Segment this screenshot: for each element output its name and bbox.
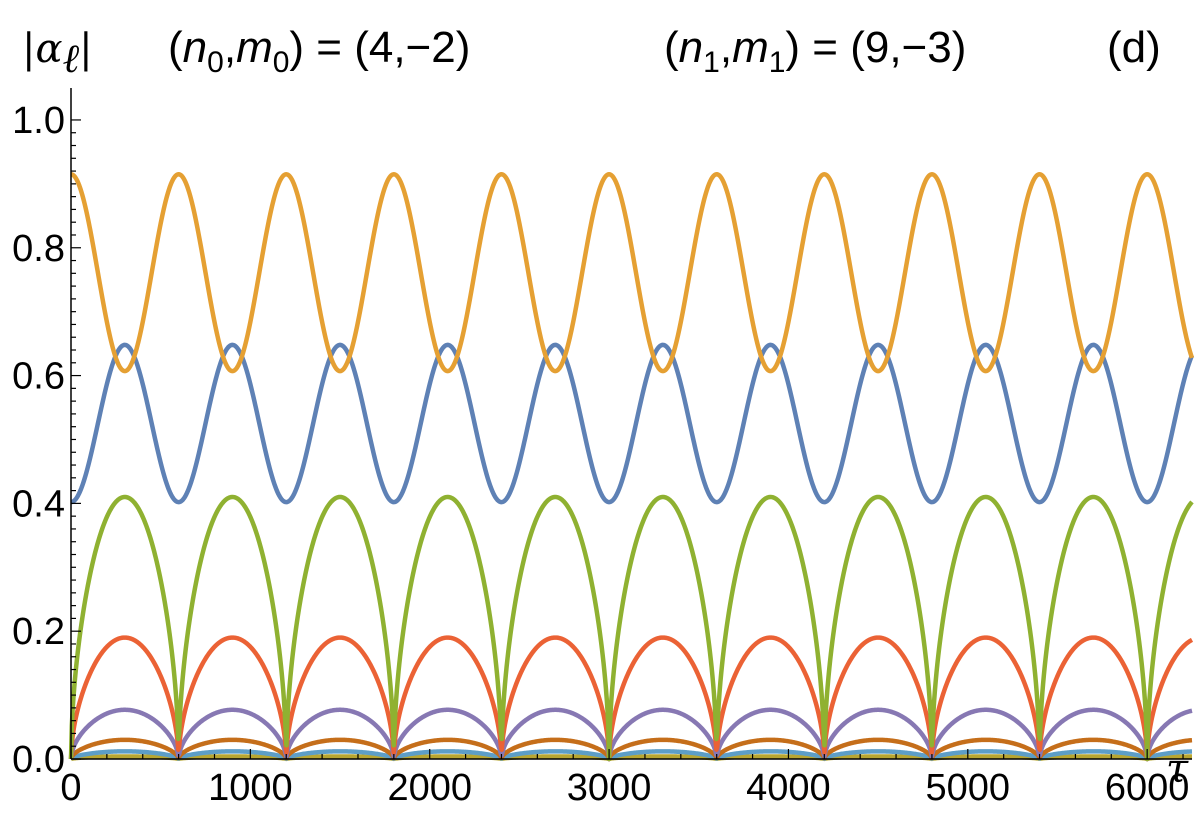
ylabel-text: |αℓ|	[22, 26, 93, 82]
n0-open: (	[168, 23, 183, 72]
y-tick-label: 0.0	[12, 739, 65, 781]
panel-label: (d)	[1107, 23, 1161, 72]
x-tick-label: 5000	[926, 767, 1011, 809]
ylabel-end: |	[79, 26, 92, 72]
x-tick-label: 1000	[208, 767, 293, 809]
series-layer	[68, 172, 1195, 762]
n0-rest: ) = (4,−2)	[289, 23, 470, 72]
n1-open: (	[664, 23, 679, 72]
series-line-5	[68, 707, 1194, 762]
x-tick-label: 2000	[387, 767, 472, 809]
series-line-2	[69, 342, 1195, 505]
n1-msub: 1	[769, 46, 786, 79]
y-tick-label: 1.0	[12, 100, 65, 142]
y-tick-label: 0.8	[12, 228, 65, 270]
n1-n: n	[679, 23, 703, 72]
y-tick-label: 0.6	[12, 356, 65, 398]
n1-comma: ,	[720, 23, 732, 72]
series-line-4	[68, 635, 1194, 762]
y-tick-label: 0.2	[12, 611, 65, 653]
x-tick-label: 4000	[746, 767, 831, 809]
series-line-7	[69, 749, 1194, 762]
n0-comma: ,	[224, 23, 236, 72]
x-tick-label: 6000	[1105, 767, 1190, 809]
n0-m0-label: (n0,m0) = (4,−2)	[168, 23, 470, 79]
series-line-6	[68, 737, 1194, 762]
n0-m: m	[236, 23, 273, 72]
x-axis-label: τ	[1166, 746, 1189, 792]
y-tick-label: 0.4	[12, 483, 65, 525]
n1-nsub: 1	[703, 46, 720, 79]
n0-msub: 0	[273, 46, 290, 79]
n1-m1-label: (n1,m1) = (9,−3)	[664, 23, 966, 79]
n0-n: n	[183, 23, 207, 72]
n1-rest: ) = (9,−3)	[785, 23, 966, 72]
series-line-3	[68, 494, 1194, 762]
x-tick-label: 3000	[567, 767, 652, 809]
x-tick-label: 0	[60, 767, 81, 809]
series-line-1	[69, 172, 1195, 374]
ylabel-sub: ℓ	[63, 36, 80, 82]
ylabel-main: |α	[22, 26, 63, 72]
n0-nsub: 0	[207, 46, 224, 79]
n1-m: m	[732, 23, 769, 72]
axes-layer: 0.0 0.2 0.4 0.6 0.8 1.0 0 1000 2000 3000 4000 5000 6…	[12, 88, 1192, 809]
series-line-8	[69, 754, 1194, 762]
